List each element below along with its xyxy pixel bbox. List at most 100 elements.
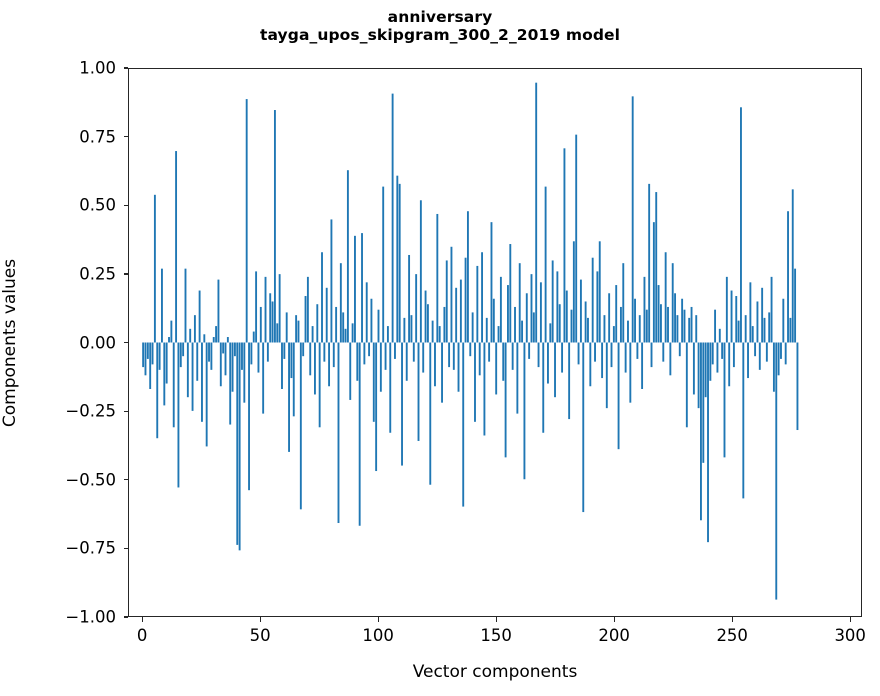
bar	[622, 263, 625, 343]
bar	[203, 334, 206, 343]
bar	[462, 342, 465, 507]
y-tick-label: −1.00	[65, 607, 116, 627]
bar	[763, 317, 766, 343]
bar	[175, 151, 178, 343]
bar	[796, 342, 799, 431]
bar	[659, 304, 662, 343]
bar	[565, 290, 568, 343]
y-tick-label: 0.75	[79, 127, 116, 147]
bar	[323, 342, 326, 362]
bar	[328, 342, 331, 387]
y-tick-mark	[123, 410, 128, 412]
bar	[700, 342, 702, 521]
y-tick-mark	[123, 67, 128, 69]
bar	[229, 342, 232, 425]
bar	[412, 342, 415, 362]
x-tick-mark	[495, 617, 497, 622]
bar	[358, 342, 361, 526]
bar	[144, 342, 147, 376]
y-tick-mark	[123, 204, 128, 206]
bar	[198, 290, 201, 343]
bar	[191, 342, 194, 411]
bar	[405, 342, 408, 381]
bar	[339, 263, 342, 343]
bar	[158, 342, 161, 370]
bar	[709, 342, 712, 381]
bar	[617, 342, 620, 450]
bar	[455, 287, 458, 343]
bar	[528, 342, 531, 359]
bar	[438, 326, 441, 343]
bar	[643, 276, 646, 343]
bar	[337, 342, 340, 524]
bar	[386, 326, 389, 343]
bar	[718, 328, 721, 343]
bar	[394, 342, 396, 359]
bar	[554, 342, 556, 398]
bar	[212, 337, 215, 343]
y-tick-label: −0.50	[65, 470, 116, 490]
bar	[476, 265, 479, 343]
bar	[349, 342, 352, 400]
bar	[410, 315, 413, 343]
bar	[316, 304, 319, 343]
bar	[732, 342, 735, 368]
bar	[292, 342, 295, 417]
x-tick-label: 300	[834, 626, 866, 645]
bar	[184, 268, 187, 343]
bar	[634, 298, 636, 343]
bar	[678, 342, 681, 357]
bar	[250, 342, 253, 365]
bar	[662, 342, 665, 362]
bar	[507, 285, 509, 343]
bar	[780, 342, 782, 359]
bar	[761, 287, 764, 343]
bar	[770, 276, 773, 343]
bar	[238, 342, 241, 551]
bar	[278, 274, 281, 343]
bar	[422, 342, 425, 373]
bar	[650, 342, 653, 368]
bar	[605, 342, 608, 409]
bar	[782, 298, 785, 343]
y-tick-label: −0.25	[65, 401, 116, 421]
bar	[511, 342, 514, 370]
bar	[629, 342, 632, 403]
bar	[749, 282, 752, 343]
x-tick-mark	[259, 617, 261, 622]
bar	[445, 260, 448, 343]
bar	[688, 317, 691, 343]
plot-area	[128, 68, 862, 617]
bar	[514, 306, 516, 343]
bar	[525, 293, 528, 343]
x-tick-mark	[141, 617, 143, 622]
bar	[537, 342, 540, 368]
bar	[589, 342, 592, 387]
bar	[791, 189, 794, 343]
bar	[330, 219, 333, 343]
bar	[631, 96, 634, 343]
x-tick-label: 100	[362, 626, 394, 645]
bar	[558, 304, 561, 343]
bar	[570, 309, 573, 343]
bar	[645, 309, 648, 343]
bar	[172, 342, 175, 428]
bar	[492, 298, 495, 343]
bar	[165, 342, 168, 384]
bar	[276, 323, 279, 343]
bar	[685, 342, 688, 428]
bar	[714, 309, 717, 343]
bar	[441, 342, 443, 403]
bar	[551, 260, 554, 343]
bar	[210, 342, 213, 370]
bar	[241, 342, 243, 370]
bar	[730, 290, 733, 343]
bar	[346, 170, 349, 343]
bar	[224, 342, 227, 376]
bar	[271, 301, 274, 343]
bar	[636, 342, 639, 359]
bar	[577, 342, 580, 365]
bar	[170, 320, 173, 343]
bar	[794, 268, 797, 343]
